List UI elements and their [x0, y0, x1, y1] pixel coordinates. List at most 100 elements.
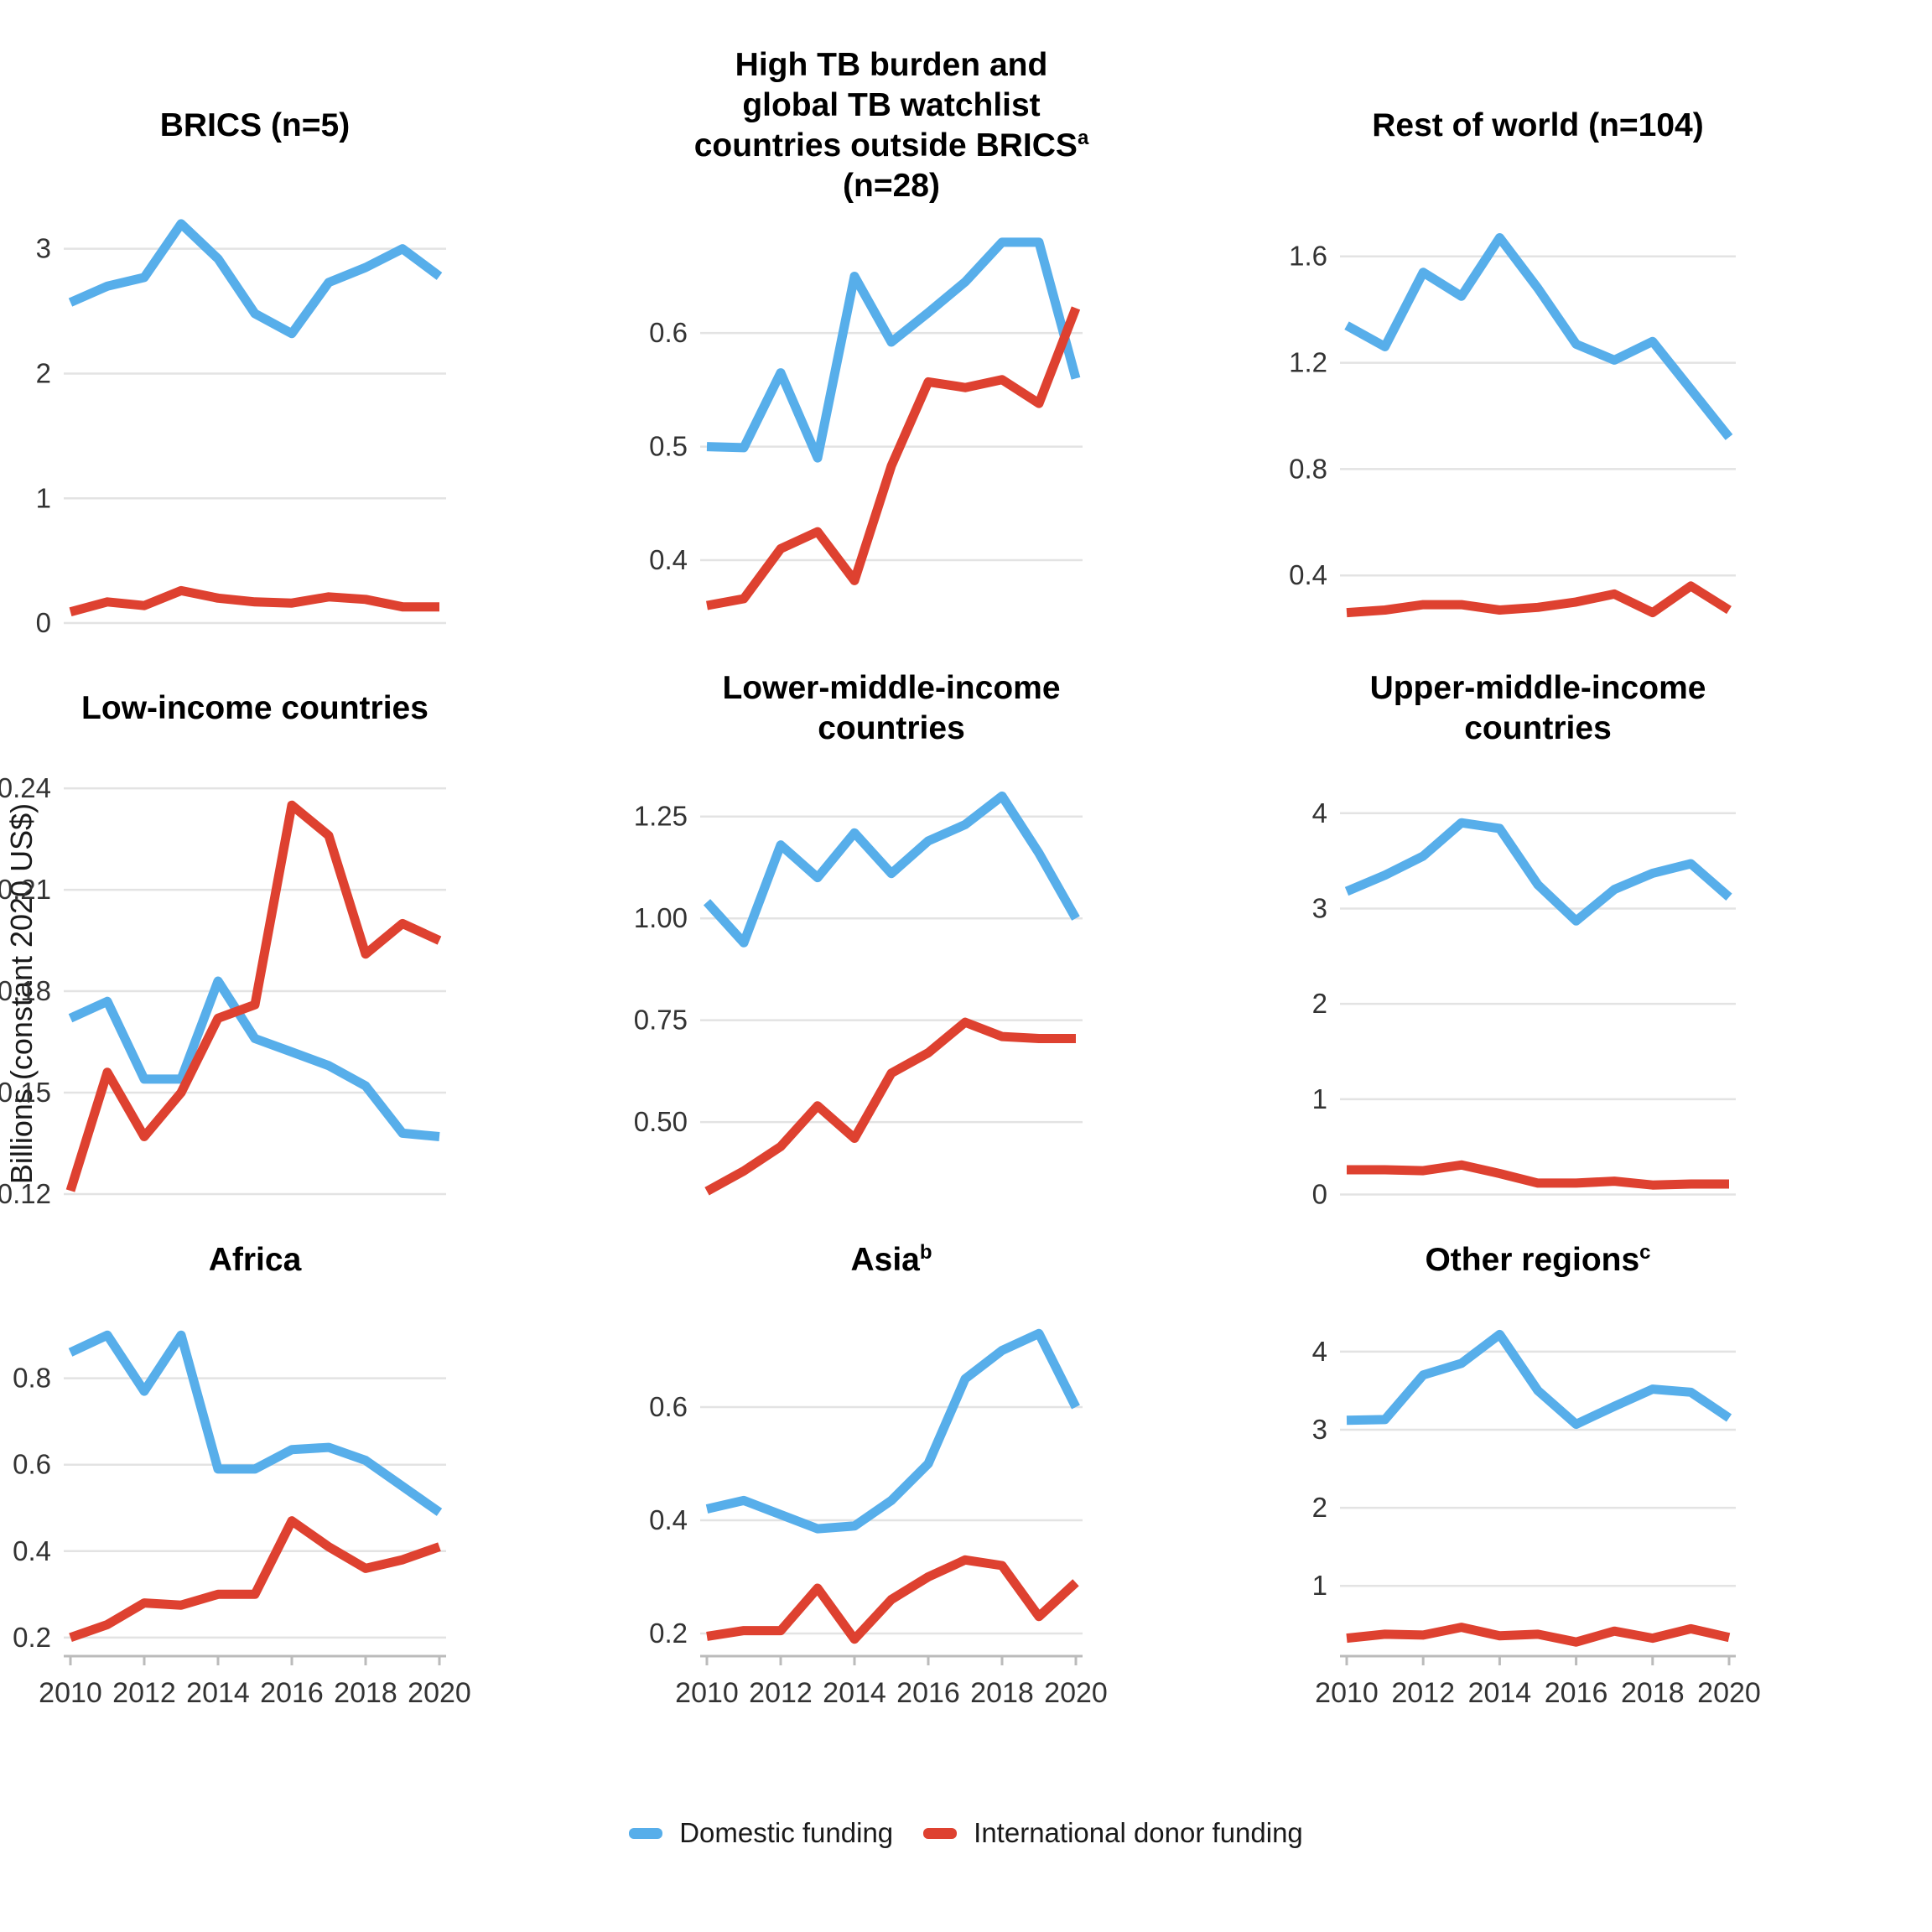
y-tick-label: 0.5 — [649, 431, 688, 462]
y-tick-label: 1 — [1312, 1083, 1327, 1114]
legend-item-donor: International donor funding — [923, 1817, 1303, 1849]
panel-title-rest-of-world-n-104: Rest of world (n=104) — [1372, 107, 1704, 143]
panel-title-other-regions: Other regionsc — [1425, 1240, 1651, 1278]
y-tick-label: 1 — [36, 482, 51, 513]
y-tick-label: 0 — [1312, 1179, 1327, 1210]
domestic-funding-line — [68, 1330, 443, 1516]
domestic-funding-line — [1344, 233, 1733, 440]
domestic-funding-line — [1346, 1329, 1732, 1429]
x-tick-label: 2012 — [749, 1677, 813, 1709]
y-tick-label: 1.00 — [634, 902, 688, 933]
legend-item-domestic: Domestic funding — [629, 1817, 893, 1849]
y-tick-label: 1 — [1312, 1570, 1327, 1601]
y-tick-label: 0.15 — [0, 1077, 51, 1108]
international-donor-funding-line — [65, 800, 442, 1192]
plot-asia: 0.2 0.4 0.6 2010 2012 2014 2016 2018 2020 — [649, 1328, 1108, 1709]
footnote-marker-a: a — [1077, 127, 1089, 149]
plot-africa: 0.2 0.4 0.6 0.8 2010 2012 2014 2016 2018 2020 — [13, 1330, 471, 1709]
x-tick-label: 2010 — [39, 1677, 102, 1709]
panel-title-low-income-countries: Low-income countries — [81, 690, 428, 726]
y-tick-label: 0.6 — [649, 317, 688, 348]
y-tick-label: 0.50 — [634, 1106, 688, 1137]
x-tick-label: 2010 — [675, 1677, 739, 1709]
international-donor-funding-line — [69, 585, 439, 617]
legend-label-domestic: Domestic funding — [679, 1817, 894, 1848]
y-tick-label: 3 — [1312, 892, 1327, 923]
x-tick-label: 2014 — [186, 1677, 250, 1709]
international-donor-funding-line — [704, 1017, 1076, 1196]
domestic-funding-swatch — [629, 1827, 663, 1839]
y-tick-label: 3 — [1312, 1414, 1327, 1445]
y-tick-label: 1.2 — [1289, 347, 1327, 378]
y-tick-label: 0.4 — [649, 1504, 688, 1535]
y-tick-label: 0.75 — [634, 1005, 688, 1036]
panel-title-high-tb-burden-and-global-tb-watchlist-countries-outside-brics-n-28: High TB burden and global TB watchlist cou… — [693, 47, 1089, 204]
x-tick-label: 2018 — [970, 1677, 1034, 1709]
footnote-marker-c: c — [1639, 1240, 1651, 1264]
domestic-funding-line — [1344, 818, 1732, 926]
x-tick-label: 2018 — [334, 1677, 397, 1709]
y-tick-label: 0.24 — [0, 772, 51, 803]
y-tick-label: 0.8 — [13, 1363, 51, 1394]
y-tick-label: 0.2 — [649, 1618, 688, 1649]
y-tick-label: 0.8 — [1289, 453, 1327, 484]
y-tick-label: 0.4 — [649, 544, 688, 575]
x-tick-label: 2014 — [823, 1677, 886, 1709]
plot-other-regions: 1 2 3 4 2010 2012 2014 2016 2018 2020 — [1312, 1329, 1761, 1709]
x-tick-label: 2016 — [896, 1677, 960, 1709]
plot-brics-n-5: 0 1 2 3 — [36, 219, 446, 638]
y-tick-label: 1.25 — [634, 801, 688, 832]
international-donor-funding-line — [706, 1555, 1079, 1644]
x-tick-label: 2016 — [260, 1677, 324, 1709]
y-tick-label: 0.4 — [13, 1535, 51, 1566]
international-donor-funding-line — [1347, 1160, 1729, 1190]
y-tick-label: 1.6 — [1289, 241, 1327, 272]
domestic-funding-line — [705, 1328, 1080, 1534]
domestic-funding-line — [68, 976, 440, 1141]
domestic-funding-line — [706, 237, 1081, 463]
y-tick-label: 2 — [1312, 1492, 1327, 1523]
footnote-marker-b: b — [919, 1240, 932, 1264]
panel-title-asia: Asiab — [850, 1240, 932, 1278]
plot-upper-middle-income-countries: 0 1 2 3 4 — [1312, 797, 1736, 1210]
y-tick-label: 0.18 — [0, 975, 51, 1006]
plot-low-income-countries: 0.12 0.15 0.18 0.21 0.24 — [0, 772, 446, 1209]
y-tick-label: 0.2 — [13, 1622, 51, 1653]
y-tick-label: 4 — [1312, 797, 1327, 828]
y-tick-label: 0.6 — [13, 1449, 51, 1480]
y-tick-label: 3 — [36, 233, 51, 264]
x-tick-label: 2016 — [1545, 1677, 1608, 1709]
y-tick-label: 2 — [36, 357, 51, 388]
x-tick-label: 2010 — [1315, 1677, 1379, 1709]
panel-title-africa: Africa — [208, 1241, 302, 1278]
international-donor-funding-line — [1346, 581, 1732, 618]
international-donor-funding-line — [69, 1516, 441, 1642]
y-tick-label: 0.21 — [0, 874, 51, 905]
domestic-funding-line — [703, 791, 1080, 948]
x-tick-label: 2012 — [112, 1677, 176, 1709]
domestic-funding-line — [68, 219, 443, 339]
x-tick-label: 2020 — [1697, 1677, 1761, 1709]
legend: Domestic funding International donor fun… — [0, 1817, 1932, 1849]
plot-lower-middle-income-countries: 0.50 0.75 1.00 1.25 — [634, 791, 1083, 1196]
international-donor-funding-line — [706, 306, 1081, 610]
plot-high-tb-burden-and-global-tb-watchlist-countries-outside-brics-n-28: 0.4 0.5 0.6 — [649, 237, 1083, 610]
panel-title-lower-middle-income-countries: Lower-middle-income countries — [722, 670, 1061, 746]
legend-label-donor: International donor funding — [974, 1817, 1303, 1848]
international-donor-funding-swatch — [923, 1827, 958, 1839]
x-tick-label: 2014 — [1468, 1677, 1532, 1709]
x-tick-label: 2018 — [1621, 1677, 1685, 1709]
x-tick-label: 2020 — [408, 1677, 471, 1709]
international-donor-funding-line — [1346, 1623, 1731, 1647]
y-tick-label: 0.6 — [649, 1391, 688, 1422]
panel-title-brics-n-5: BRICS (n=5) — [159, 107, 351, 143]
y-tick-label: 0.12 — [0, 1178, 51, 1209]
y-tick-label: 0 — [36, 607, 51, 638]
y-tick-label: 2 — [1312, 988, 1327, 1019]
x-tick-label: 2012 — [1391, 1677, 1455, 1709]
y-tick-label: 0.4 — [1289, 559, 1327, 590]
plot-rest-of-world-n-104: 0.4 0.8 1.2 1.6 — [1289, 233, 1736, 618]
x-tick-label: 2020 — [1044, 1677, 1108, 1709]
panel-title-upper-middle-income-countries: Upper-middle-income countries — [1369, 670, 1706, 746]
